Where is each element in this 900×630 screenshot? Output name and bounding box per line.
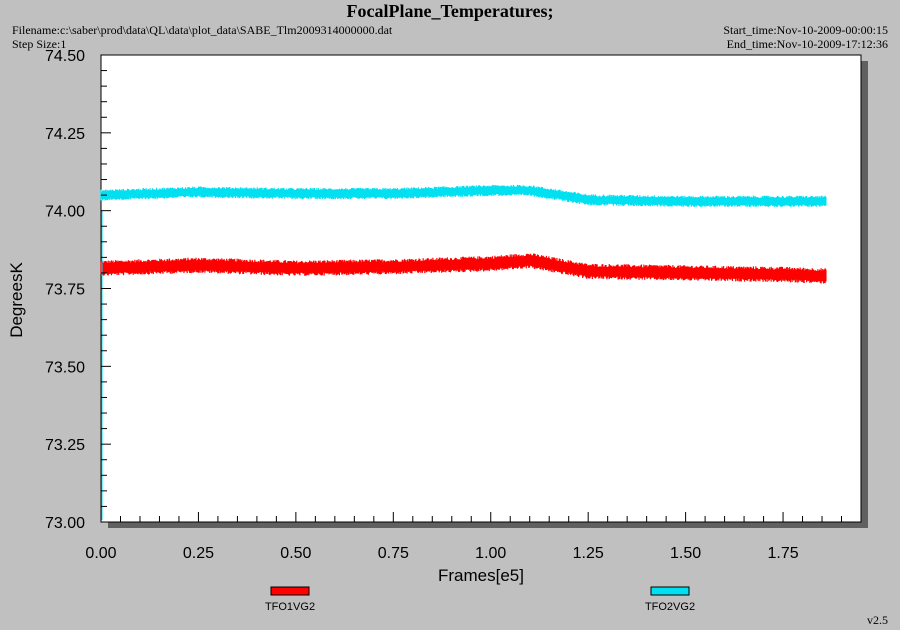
step-size-label: Step Size:1 bbox=[12, 37, 67, 51]
version-label: v2.5 bbox=[867, 613, 888, 627]
legend: TFO1VG2 TFO2VG2 bbox=[265, 586, 695, 613]
x-tick-label: 0.75 bbox=[378, 545, 409, 562]
x-tick-label: 1.00 bbox=[475, 545, 506, 562]
y-tick-label: 73.75 bbox=[45, 282, 85, 299]
y-axis-title: DegreesK bbox=[7, 262, 26, 338]
legend-label: TFO2VG2 bbox=[645, 601, 695, 613]
y-tick-label: 74.00 bbox=[45, 204, 85, 221]
axes-layer: 74.50 74.25 74.00 73.75 73.50 73.25 73.000.00 0… bbox=[45, 48, 862, 562]
legend-label: TFO1VG2 bbox=[265, 601, 315, 613]
chart-title: FocalPlane_Temperatures; bbox=[346, 1, 554, 21]
series-layer bbox=[100, 184, 827, 520]
legend-swatch bbox=[650, 586, 690, 596]
x-tick-label: 1.25 bbox=[573, 545, 604, 562]
x-axis-title: Frames[e5] bbox=[438, 566, 524, 585]
legend-swatch bbox=[270, 586, 310, 596]
plot-area bbox=[100, 54, 862, 523]
y-tick-label: 74.25 bbox=[45, 126, 85, 143]
filename-label: Filename:c:\saber\prod\data\QL\data\plot… bbox=[12, 23, 393, 37]
y-tick-label: 73.00 bbox=[45, 515, 85, 532]
y-tick-label: 73.50 bbox=[45, 359, 85, 376]
x-tick-label: 0.25 bbox=[183, 545, 214, 562]
series-tfo1vg2-line bbox=[100, 253, 827, 284]
start-time-label: Start_time:Nov-10-2009-00:00:15 bbox=[723, 23, 888, 37]
end-time-label: End_time:Nov-10-2009-17:12:36 bbox=[726, 37, 888, 51]
x-tick-label: 0.50 bbox=[280, 545, 311, 562]
y-tick-label: 74.50 bbox=[45, 48, 85, 65]
x-tick-label: 1.50 bbox=[670, 545, 701, 562]
x-tick-label: 1.75 bbox=[767, 545, 798, 562]
x-tick-label: 0.00 bbox=[85, 545, 116, 562]
y-tick-label: 73.25 bbox=[45, 437, 85, 454]
